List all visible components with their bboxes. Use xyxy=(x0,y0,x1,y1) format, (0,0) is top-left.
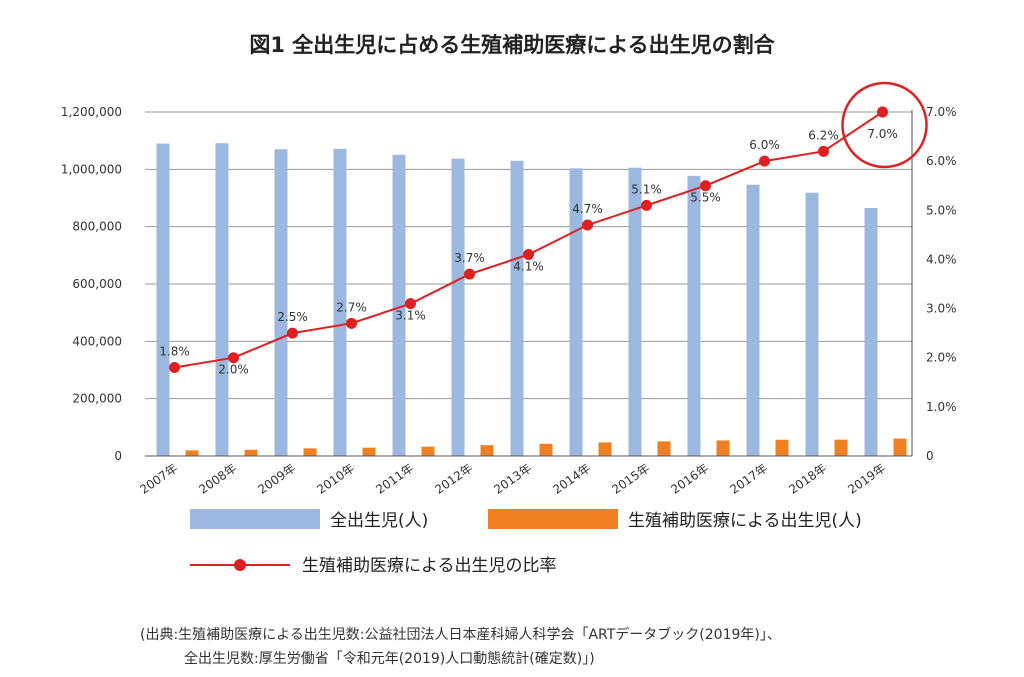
ratio-data-label: 1.8% xyxy=(159,345,190,359)
ratio-point xyxy=(582,219,593,231)
bar-art-births xyxy=(598,442,612,456)
legend-swatch-total-births xyxy=(190,509,320,529)
right-axis-tick: 7.0% xyxy=(926,105,957,119)
right-axis-tick: 4.0% xyxy=(926,252,957,266)
right-axis-tick: 3.0% xyxy=(926,302,957,316)
data-labels: 1.8% 2.0% 2.5% 2.7% 3.1% 3.7% 4.1% 4.7% 5.1% 5.5%… xyxy=(159,81,928,377)
left-axis-tick: 200,000 xyxy=(72,392,122,406)
ratio-point xyxy=(228,352,239,364)
ratio-data-label: 2.5% xyxy=(277,310,308,324)
axes: 0 200,000 400,000 600,000 800,000 1,000,000 1,… xyxy=(61,105,957,497)
bar-total-births xyxy=(215,143,229,456)
legend-marker-ratio xyxy=(234,559,246,571)
legend-label-ratio: 生殖補助医療による出生児の比率 xyxy=(302,556,557,576)
x-axis-tick: 2007年 xyxy=(137,461,180,497)
ratio-point xyxy=(287,327,298,339)
ratio-data-label: 3.7% xyxy=(454,251,485,265)
x-axis-tick: 2017年 xyxy=(727,461,770,497)
right-axis-tick: 0 xyxy=(926,449,934,463)
ratio-data-label: 6.2% xyxy=(808,128,839,142)
ratio-point xyxy=(346,317,357,329)
left-axis-tick: 0 xyxy=(114,449,122,463)
bar-total-births xyxy=(392,154,406,456)
legend-label-total-births: 全出生児(人) xyxy=(330,511,428,531)
bar-art-births xyxy=(480,445,494,456)
left-axis-tick: 400,000 xyxy=(72,334,122,348)
x-axis-tick: 2016年 xyxy=(668,461,711,497)
ratio-point xyxy=(464,268,475,280)
bar-total-births xyxy=(274,149,288,456)
bar-art-births xyxy=(834,439,848,456)
bar-art-births xyxy=(775,439,789,456)
left-axis-tick: 1,000,000 xyxy=(61,162,122,176)
x-axis-tick: 2009年 xyxy=(255,461,298,497)
bar-total-births xyxy=(569,168,583,456)
ratio-data-label: 2.7% xyxy=(336,300,367,314)
ratio-point xyxy=(641,199,652,211)
right-axis-tick: 5.0% xyxy=(926,203,957,217)
ratio-data-label: 4.7% xyxy=(572,202,603,216)
bar-art-births xyxy=(657,441,671,456)
ratio-point xyxy=(405,298,416,310)
ratio-point xyxy=(877,106,888,118)
x-axis-tick: 2015年 xyxy=(609,461,652,497)
ratio-data-label: 4.1% xyxy=(513,260,544,274)
x-axis-tick: 2010年 xyxy=(314,461,357,497)
legend-swatch-art-births xyxy=(488,509,618,529)
ratio-line xyxy=(169,106,888,374)
bar-total-births xyxy=(805,192,819,456)
right-axis-tick: 2.0% xyxy=(926,351,957,365)
right-axis-tick: 1.0% xyxy=(926,400,957,414)
bar-total-births xyxy=(864,207,878,456)
bar-total-births xyxy=(746,184,760,456)
bar-art-births xyxy=(244,449,258,456)
source-note: (出典:生殖補助医療による出生児数:公益社団法人日本産科婦人科学会「ARTデータ… xyxy=(140,623,781,671)
ratio-data-label: 5.5% xyxy=(690,191,721,205)
legend: 全出生児(人) 生殖補助医療による出生児(人) 生殖補助医療による出生児の比率 xyxy=(190,509,862,576)
bar-total-births xyxy=(510,160,524,457)
left-axis-tick: 1,200,000 xyxy=(61,105,122,119)
left-axis-tick: 800,000 xyxy=(72,220,122,234)
x-axis-tick: 2019年 xyxy=(845,461,888,497)
ratio-data-label: 6.0% xyxy=(749,138,780,152)
bar-art-births xyxy=(303,448,317,456)
left-axis-tick: 600,000 xyxy=(72,277,122,291)
source-line-2: 全出生児数:厚生労働省「令和元年(2019)人口動態統計(確定数)」) xyxy=(184,651,595,667)
right-axis-tick: 6.0% xyxy=(926,154,957,168)
ratio-point xyxy=(700,180,711,192)
bar-art-births xyxy=(716,440,730,456)
x-axis-tick: 2013年 xyxy=(491,461,534,497)
bar-total-births xyxy=(451,158,465,456)
bar-art-births xyxy=(362,447,376,456)
highlight-circle xyxy=(841,81,928,169)
bar-art-births xyxy=(539,443,553,456)
bar-total-births xyxy=(628,167,642,457)
bar-total-births xyxy=(333,148,347,456)
ratio-point xyxy=(523,249,534,261)
bar-total-births xyxy=(687,175,701,456)
ratio-data-label: 2.0% xyxy=(218,363,249,377)
bar-art-births xyxy=(421,446,435,456)
chart-title: 図1 全出生児に占める生殖補助医療による出生児の割合 xyxy=(249,33,775,57)
x-axis-tick: 2011年 xyxy=(373,461,416,497)
ratio-point xyxy=(759,155,770,167)
bar-art-births xyxy=(185,450,199,456)
x-axis-tick: 2012年 xyxy=(432,461,475,497)
bar-art-births xyxy=(893,438,907,456)
bar-total-births xyxy=(156,143,170,456)
legend-label-art-births: 生殖補助医療による出生児(人) xyxy=(628,511,862,531)
ratio-point xyxy=(818,145,829,157)
ratio-point xyxy=(169,362,180,374)
ratio-data-label: 3.1% xyxy=(395,309,426,323)
ratio-data-label: 7.0% xyxy=(867,127,898,141)
x-axis-tick: 2018年 xyxy=(786,461,829,497)
x-axis-tick: 2008年 xyxy=(196,461,239,497)
source-line-1: (出典:生殖補助医療による出生児数:公益社団法人日本産科婦人科学会「ARTデータ… xyxy=(140,627,781,643)
ratio-data-label: 5.1% xyxy=(631,182,662,196)
x-axis-tick: 2014年 xyxy=(550,461,593,497)
bars xyxy=(156,143,907,457)
